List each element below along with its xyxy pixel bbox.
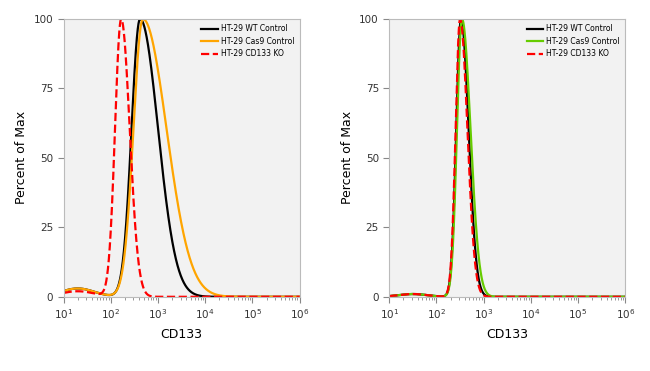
HT-29 CD133 KO [103,278,111,282]
HT-29 CD133 KO [539,295,547,299]
HT-29 CD133 KO [621,295,629,299]
HT-29 WT Control [457,17,465,21]
HT-29 Cas9 Control [527,295,535,299]
Line: HT-29 CD133 KO: HT-29 CD133 KO [389,19,625,297]
HT-29 WT Control [527,295,535,299]
HT-29 Cas9 Control [150,45,158,49]
HT-29 CD133 KO [456,17,464,21]
HT-29 WT Control [562,295,569,299]
HT-29 Cas9 Control [539,295,547,299]
HT-29 Cas9 Control [579,295,587,299]
HT-29 Cas9 Control [103,293,111,297]
HT-29 WT Control [150,88,158,92]
HT-29 Cas9 Control [385,294,393,298]
HT-29 WT Control [476,280,484,285]
HT-29 CD133 KO [202,295,209,299]
HT-29 WT Control [428,293,436,298]
Legend: HT-29 WT Control, HT-29 Cas9 Control, HT-29 CD133 KO: HT-29 WT Control, HT-29 Cas9 Control, HT… [200,23,296,60]
HT-29 CD133 KO [254,295,261,299]
X-axis label: CD133: CD133 [486,328,528,341]
HT-29 Cas9 Control [60,289,68,293]
Line: HT-29 CD133 KO: HT-29 CD133 KO [64,19,300,297]
HT-29 WT Control [385,294,393,298]
Line: HT-29 WT Control: HT-29 WT Control [389,19,625,297]
X-axis label: CD133: CD133 [161,328,203,341]
HT-29 Cas9 Control [202,286,209,290]
Line: HT-29 WT Control: HT-29 WT Control [64,19,300,297]
Y-axis label: Percent of Max: Percent of Max [341,111,354,204]
HT-29 WT Control [579,295,587,299]
HT-29 Cas9 Control [236,295,244,299]
HT-29 WT Control [236,295,244,299]
HT-29 CD133 KO [60,291,68,295]
HT-29 Cas9 Control [139,17,147,21]
HT-29 Cas9 Control [562,295,569,299]
HT-29 CD133 KO [236,295,244,299]
HT-29 Cas9 Control [254,295,261,299]
Legend: HT-29 WT Control, HT-29 Cas9 Control, HT-29 CD133 KO: HT-29 WT Control, HT-29 Cas9 Control, HT… [525,23,621,60]
HT-29 WT Control [136,17,144,21]
HT-29 CD133 KO [579,295,587,299]
HT-29 WT Control [254,295,261,299]
HT-29 Cas9 Control [476,262,484,266]
HT-29 Cas9 Control [428,293,436,298]
HT-29 Cas9 Control [621,295,629,299]
HT-29 WT Control [202,294,209,299]
HT-29 WT Control [539,295,547,299]
HT-29 WT Control [621,295,629,299]
Y-axis label: Percent of Max: Percent of Max [15,111,28,204]
Line: HT-29 Cas9 Control: HT-29 Cas9 Control [389,19,625,297]
HT-29 CD133 KO [527,295,535,299]
HT-29 CD133 KO [428,293,436,298]
HT-29 WT Control [296,295,304,299]
HT-29 CD133 KO [385,294,393,298]
HT-29 CD133 KO [117,17,125,21]
Line: HT-29 Cas9 Control: HT-29 Cas9 Control [64,19,300,297]
HT-29 CD133 KO [150,295,158,299]
HT-29 CD133 KO [476,286,484,291]
HT-29 CD133 KO [296,295,304,299]
HT-29 Cas9 Control [458,17,466,21]
HT-29 WT Control [103,293,111,297]
HT-29 Cas9 Control [213,293,221,297]
HT-29 WT Control [213,295,221,299]
HT-29 CD133 KO [562,295,569,299]
HT-29 CD133 KO [213,295,221,299]
HT-29 WT Control [60,289,68,293]
HT-29 Cas9 Control [296,295,304,299]
